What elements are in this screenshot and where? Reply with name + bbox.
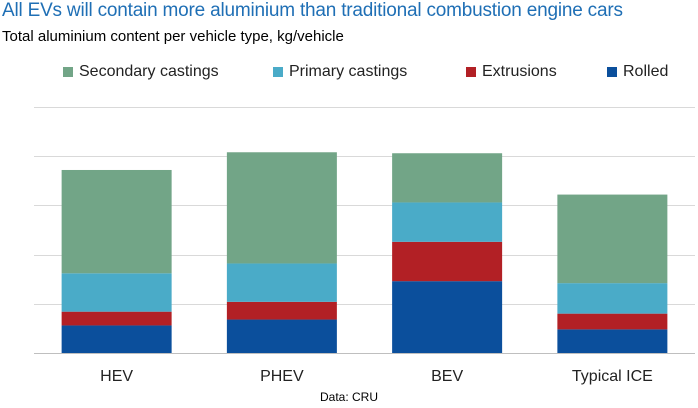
bar-typical-ice-rolled bbox=[557, 329, 668, 353]
source-note: Data: CRU bbox=[319, 390, 378, 404]
chart-title: All EVs will contain more aluminium than… bbox=[2, 0, 623, 21]
chart-subtitle: Total aluminium content per vehicle type… bbox=[2, 28, 344, 45]
legend-item-secondary-castings: Secondary castings bbox=[63, 63, 219, 81]
bar-hev-rolled bbox=[61, 325, 172, 353]
bar-phev-primary-castings bbox=[226, 263, 337, 302]
x-tick-label: HEV bbox=[100, 368, 133, 385]
legend-item-primary-castings: Primary castings bbox=[273, 63, 407, 81]
x-tick-label: PHEV bbox=[260, 368, 304, 385]
bar-bev-primary-castings bbox=[392, 202, 503, 242]
x-tick-label: Typical ICE bbox=[572, 368, 653, 385]
bar-bev-rolled bbox=[392, 281, 503, 353]
bar-typical-ice-primary-castings bbox=[557, 283, 668, 314]
bar-typical-ice-extrusions bbox=[557, 313, 668, 330]
legend-item-rolled: Rolled bbox=[607, 63, 668, 81]
legend-swatch-secondary-castings bbox=[63, 67, 73, 77]
bar-bev-extrusions bbox=[392, 241, 503, 282]
bar-hev-extrusions bbox=[61, 311, 172, 326]
bar-bev-secondary-castings bbox=[392, 153, 503, 203]
legend-item-extrusions: Extrusions bbox=[466, 63, 557, 81]
bar-phev-rolled bbox=[226, 319, 337, 353]
legend-label-rolled: Rolled bbox=[623, 63, 669, 80]
legend-label-secondary-castings: Secondary castings bbox=[79, 63, 219, 80]
legend-swatch-primary-castings bbox=[273, 67, 283, 77]
bar-typical-ice-secondary-castings bbox=[557, 194, 668, 284]
chart-legend: Secondary castings Primary castings Extr… bbox=[0, 63, 698, 85]
legend-label-primary-castings: Primary castings bbox=[289, 63, 408, 80]
legend-swatch-extrusions bbox=[466, 67, 476, 77]
bar-phev-extrusions bbox=[226, 301, 337, 320]
x-tick-label: BEV bbox=[431, 368, 463, 385]
bar-hev-secondary-castings bbox=[61, 169, 172, 274]
legend-swatch-rolled bbox=[607, 67, 617, 77]
bar-phev-secondary-castings bbox=[226, 152, 337, 264]
bar-hev-primary-castings bbox=[61, 273, 172, 312]
legend-label-extrusions: Extrusions bbox=[482, 63, 557, 80]
